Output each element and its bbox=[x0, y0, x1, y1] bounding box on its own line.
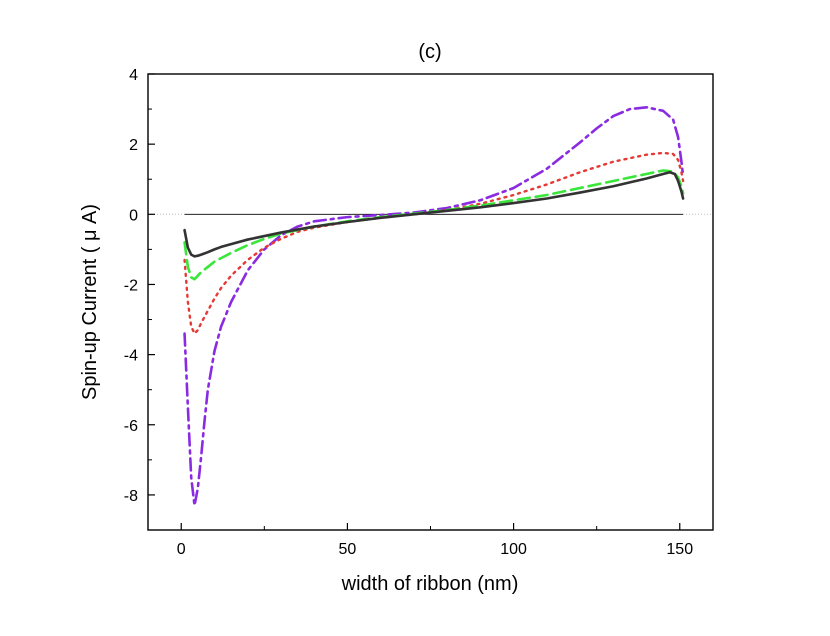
y-axis: -8 -6 -4 -2 0 2 4 bbox=[124, 67, 155, 531]
y-tick-label: -8 bbox=[124, 488, 138, 505]
y-axis-title: Spin-up Current ( μ A) bbox=[79, 204, 101, 400]
x-tick-label: 150 bbox=[666, 541, 693, 558]
x-tick-label: 50 bbox=[339, 541, 357, 558]
x-axis: 0 50 100 150 bbox=[177, 523, 693, 558]
series-line-1 bbox=[183, 106, 685, 507]
series-group bbox=[183, 106, 685, 507]
plot-frame bbox=[147, 73, 714, 531]
y-tick-label: -4 bbox=[124, 348, 138, 365]
y-tick-label: 0 bbox=[129, 207, 138, 224]
x-tick-label: 0 bbox=[177, 541, 186, 558]
chart-title: (c) bbox=[418, 41, 441, 63]
series-line-2 bbox=[183, 151, 685, 335]
y-tick-label: 2 bbox=[129, 137, 138, 154]
x-axis-title: width of ribbon (nm) bbox=[341, 573, 519, 595]
y-tick-label: 4 bbox=[129, 67, 138, 84]
y-tick-label: -2 bbox=[124, 277, 138, 294]
series-line-4 bbox=[183, 170, 685, 258]
x-tick-label: 100 bbox=[500, 541, 527, 558]
y-tick-label: -6 bbox=[124, 418, 138, 435]
